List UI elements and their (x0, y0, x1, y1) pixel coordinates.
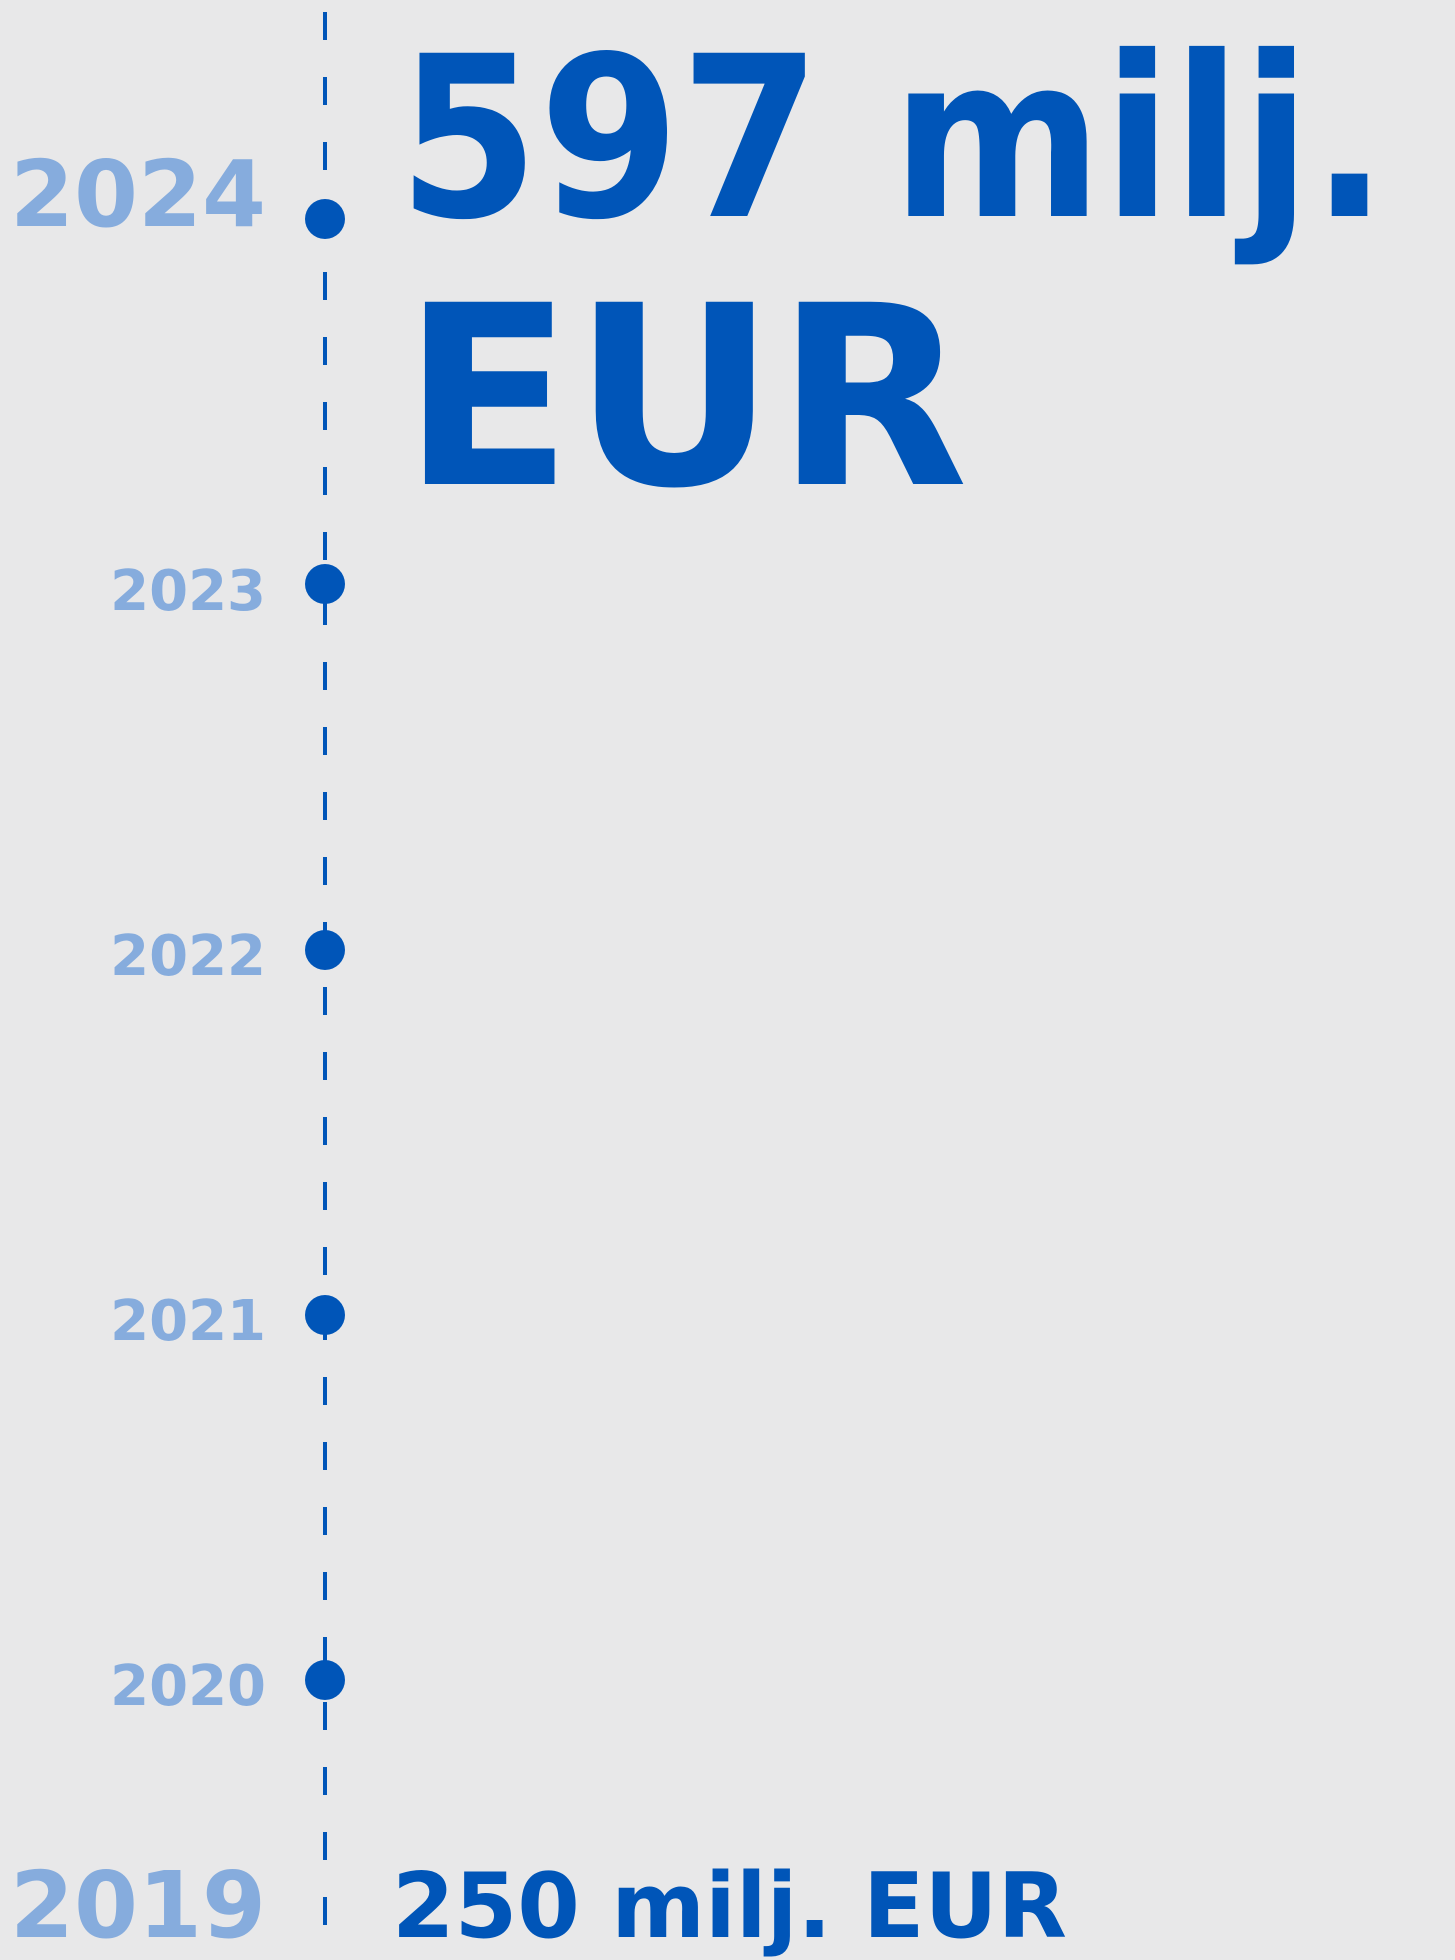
timeline-dot (305, 930, 345, 970)
year-label: 2020 (110, 1654, 266, 1719)
bottom-value: 250 milj. EUR (392, 1854, 1067, 1959)
top-value: 597 milj. (398, 8, 1388, 269)
year-label: 2021 (110, 1289, 266, 1354)
year-label: 2024 (10, 141, 266, 248)
timeline-dot (305, 1660, 345, 1700)
top-value-unit: EUR (402, 252, 968, 543)
timeline-dot (305, 1295, 345, 1335)
year-label: 2019 (10, 1852, 266, 1959)
timeline-dot (305, 564, 345, 604)
timeline-dot (305, 199, 345, 239)
year-label: 2022 (110, 924, 266, 989)
year-label: 2023 (110, 559, 266, 624)
